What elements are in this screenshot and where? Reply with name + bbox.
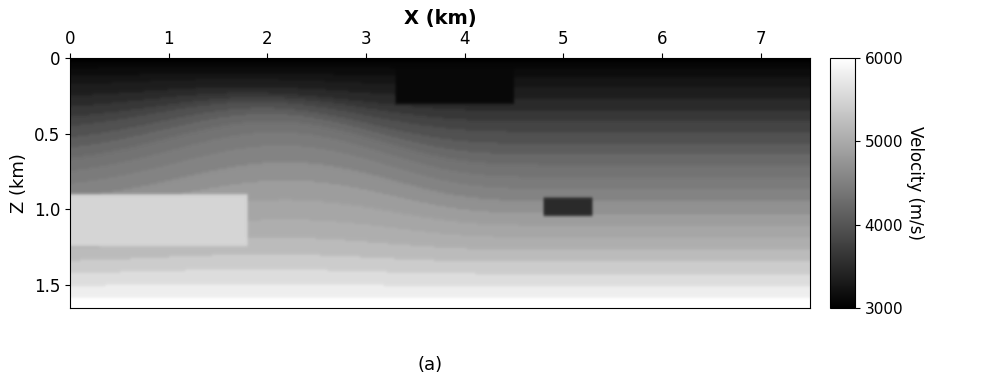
Text: (a): (a) — [417, 356, 443, 373]
X-axis label: X (km): X (km) — [404, 10, 476, 28]
Y-axis label: Velocity (m/s): Velocity (m/s) — [906, 126, 924, 240]
Y-axis label: Z (km): Z (km) — [10, 153, 28, 213]
